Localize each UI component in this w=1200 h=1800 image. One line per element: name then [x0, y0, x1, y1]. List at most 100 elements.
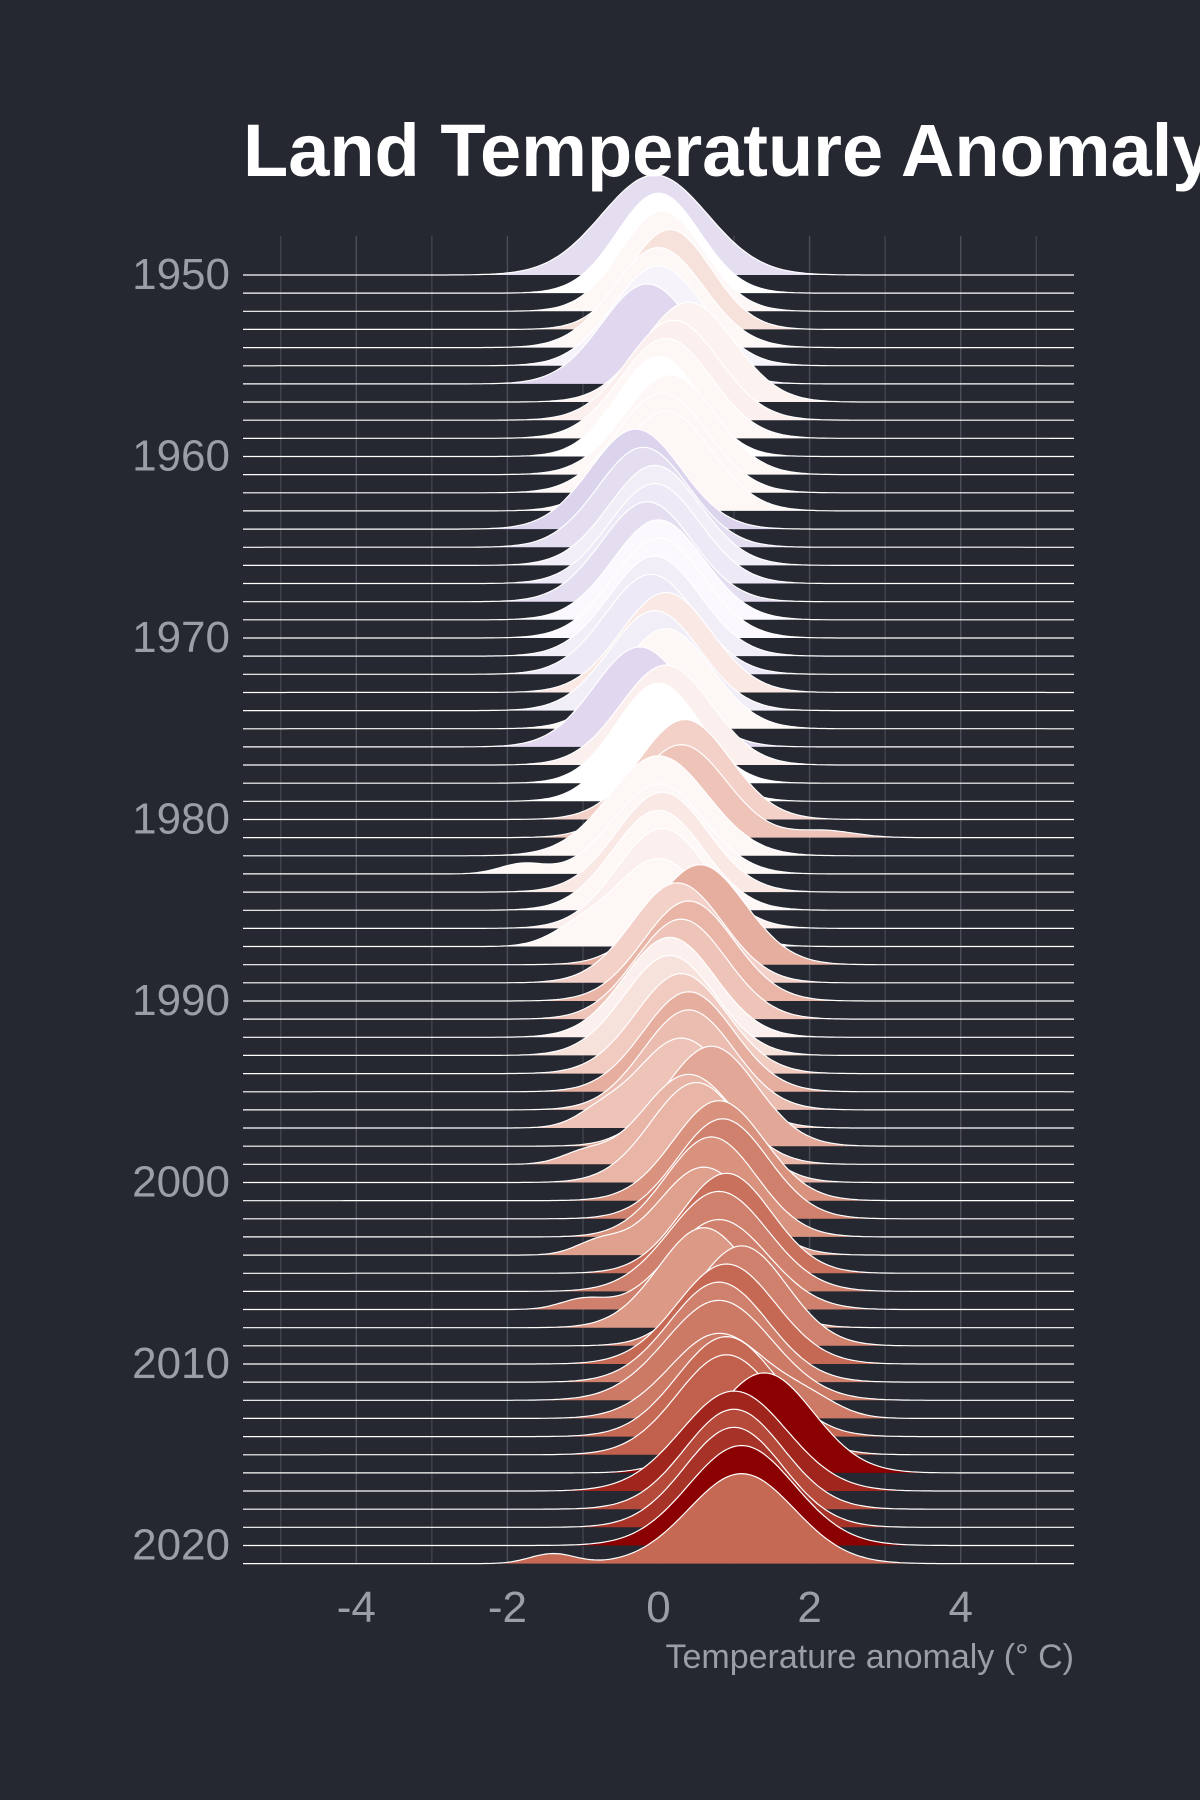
ridge-fill: [243, 1445, 1074, 1546]
ridge-fill: [243, 1167, 1074, 1256]
ridge-outline: [243, 1336, 1074, 1438]
ridge-2003: [243, 1136, 1074, 1238]
ridge-outline: [243, 519, 1074, 621]
ridge-outline: [243, 210, 1074, 312]
ridge-outline: [243, 783, 1074, 875]
ridge-outline: [243, 1227, 1074, 1329]
ridge-outline: [243, 1118, 1074, 1220]
y-tick-label: 2010: [132, 1339, 230, 1388]
ridge-outline: [243, 1037, 1074, 1129]
ridge-outline: [243, 1354, 1074, 1456]
ridge-outline: [243, 446, 1074, 548]
ridge-outline: [243, 228, 1074, 330]
ridge-fill: [243, 1227, 1074, 1328]
ridge-outline: [243, 174, 1074, 276]
ridge-outline: [243, 573, 1074, 675]
ridge-outline: [243, 1473, 1074, 1565]
ridge-2000: [243, 1081, 1074, 1184]
x-tick-label: -4: [337, 1583, 376, 1632]
ridge-2017: [243, 1390, 1074, 1492]
ridge-fill: [243, 1038, 1074, 1128]
y-tick-label: 2020: [132, 1521, 230, 1570]
x-tick-label: 4: [948, 1583, 972, 1632]
y-tick-label: 1990: [132, 976, 230, 1025]
ridge-outline: [243, 682, 1074, 784]
ridge-fill: [243, 1427, 1074, 1528]
ridge-outline: [243, 918, 1074, 1020]
ridge-outline: [243, 1408, 1074, 1510]
ridge-2012: [243, 1299, 1074, 1401]
x-tick-label: -2: [488, 1583, 527, 1632]
ridge-2001: [243, 1100, 1074, 1202]
ridge-outline: [243, 936, 1074, 1038]
ridge-outline: [243, 265, 1074, 367]
ridge-outline: [243, 664, 1074, 766]
ridge-outline: [243, 791, 1074, 893]
ridge-2021: [243, 1473, 1074, 1565]
ridge-outline: [243, 1332, 1074, 1419]
ridges: [243, 174, 1074, 1565]
ridge-outline: [243, 1073, 1074, 1165]
ridge-outline: [243, 301, 1074, 403]
ridge-outline: [243, 991, 1074, 1093]
ridge-outline: [243, 646, 1074, 748]
ridge-2008: [243, 1227, 1074, 1329]
ridge-2018: [243, 1408, 1074, 1510]
ridge-outline: [243, 464, 1074, 566]
ridge-fill: [243, 1391, 1074, 1491]
ridge-outline: [243, 1081, 1074, 1184]
y-tick-label: 2000: [132, 1158, 230, 1207]
ridge-outline: [243, 482, 1074, 585]
ridge-outline: [243, 900, 1074, 1002]
ridge-fill: [243, 1354, 1074, 1455]
ridge-outline: [243, 954, 1074, 1056]
ridge-outline: [243, 718, 1074, 821]
ridge-outline: [243, 973, 1074, 1075]
chart-title: Land Temperature Anomaly: [243, 109, 1200, 192]
ridge-outline: [243, 1100, 1074, 1202]
ridge-outline: [243, 355, 1074, 458]
ridge-2019: [243, 1426, 1074, 1528]
y-tick-label: 1970: [132, 613, 230, 662]
x-axis-label: Temperature anomaly (° C): [665, 1638, 1074, 1676]
x-axis: -4 -2 0 2 4: [337, 1583, 973, 1632]
ridge-outline: [243, 247, 1074, 349]
ridge-outline: [243, 501, 1074, 603]
ridge-outline: [243, 537, 1074, 639]
ridge-outline: [243, 192, 1074, 294]
ridge-outline: [243, 1299, 1074, 1401]
ridge-outline: [243, 374, 1074, 476]
ridge-2020: [243, 1444, 1074, 1547]
ridge-fill: [243, 1300, 1074, 1401]
ridge-outline: [243, 555, 1074, 657]
ridge-fill: [243, 1100, 1074, 1201]
x-tick-label: 2: [797, 1583, 821, 1632]
y-tick-label: 1980: [132, 795, 230, 844]
ridge-outline: [243, 283, 1074, 385]
ridge-2015: [243, 1354, 1074, 1456]
ridge-outline: [243, 857, 1074, 948]
ridge-fill: [243, 1473, 1074, 1564]
ridge-outline: [243, 1009, 1074, 1111]
ridge-outline: [243, 827, 1074, 929]
ridge-outline: [243, 1426, 1074, 1528]
ridge-outline: [243, 1166, 1074, 1256]
ridge-outline: [243, 882, 1074, 984]
ridge-outline: [243, 700, 1074, 802]
ridge-outline: [243, 392, 1074, 494]
ridge-outline: [243, 1444, 1074, 1547]
ridge-outline: [243, 628, 1074, 730]
ridge-1997: [243, 1037, 1074, 1129]
x-tick-label: 0: [646, 1583, 670, 1632]
ridge-outline: [243, 1281, 1074, 1383]
ridge-outline: [243, 755, 1074, 857]
ridge-outline: [243, 1190, 1074, 1292]
ridge-outline: [243, 319, 1074, 421]
y-tick-label: 1950: [132, 250, 230, 299]
ridge-outline: [243, 1136, 1074, 1238]
ridge-outline: [243, 809, 1074, 911]
ridge-outline: [243, 591, 1074, 694]
ridge-fill: [243, 1082, 1074, 1183]
